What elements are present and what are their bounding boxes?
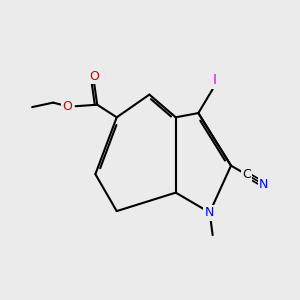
Text: O: O — [62, 100, 72, 113]
Text: N: N — [205, 206, 214, 219]
Text: O: O — [89, 70, 99, 83]
Text: N: N — [259, 178, 268, 191]
Text: C: C — [242, 168, 251, 181]
Text: I: I — [212, 73, 216, 87]
